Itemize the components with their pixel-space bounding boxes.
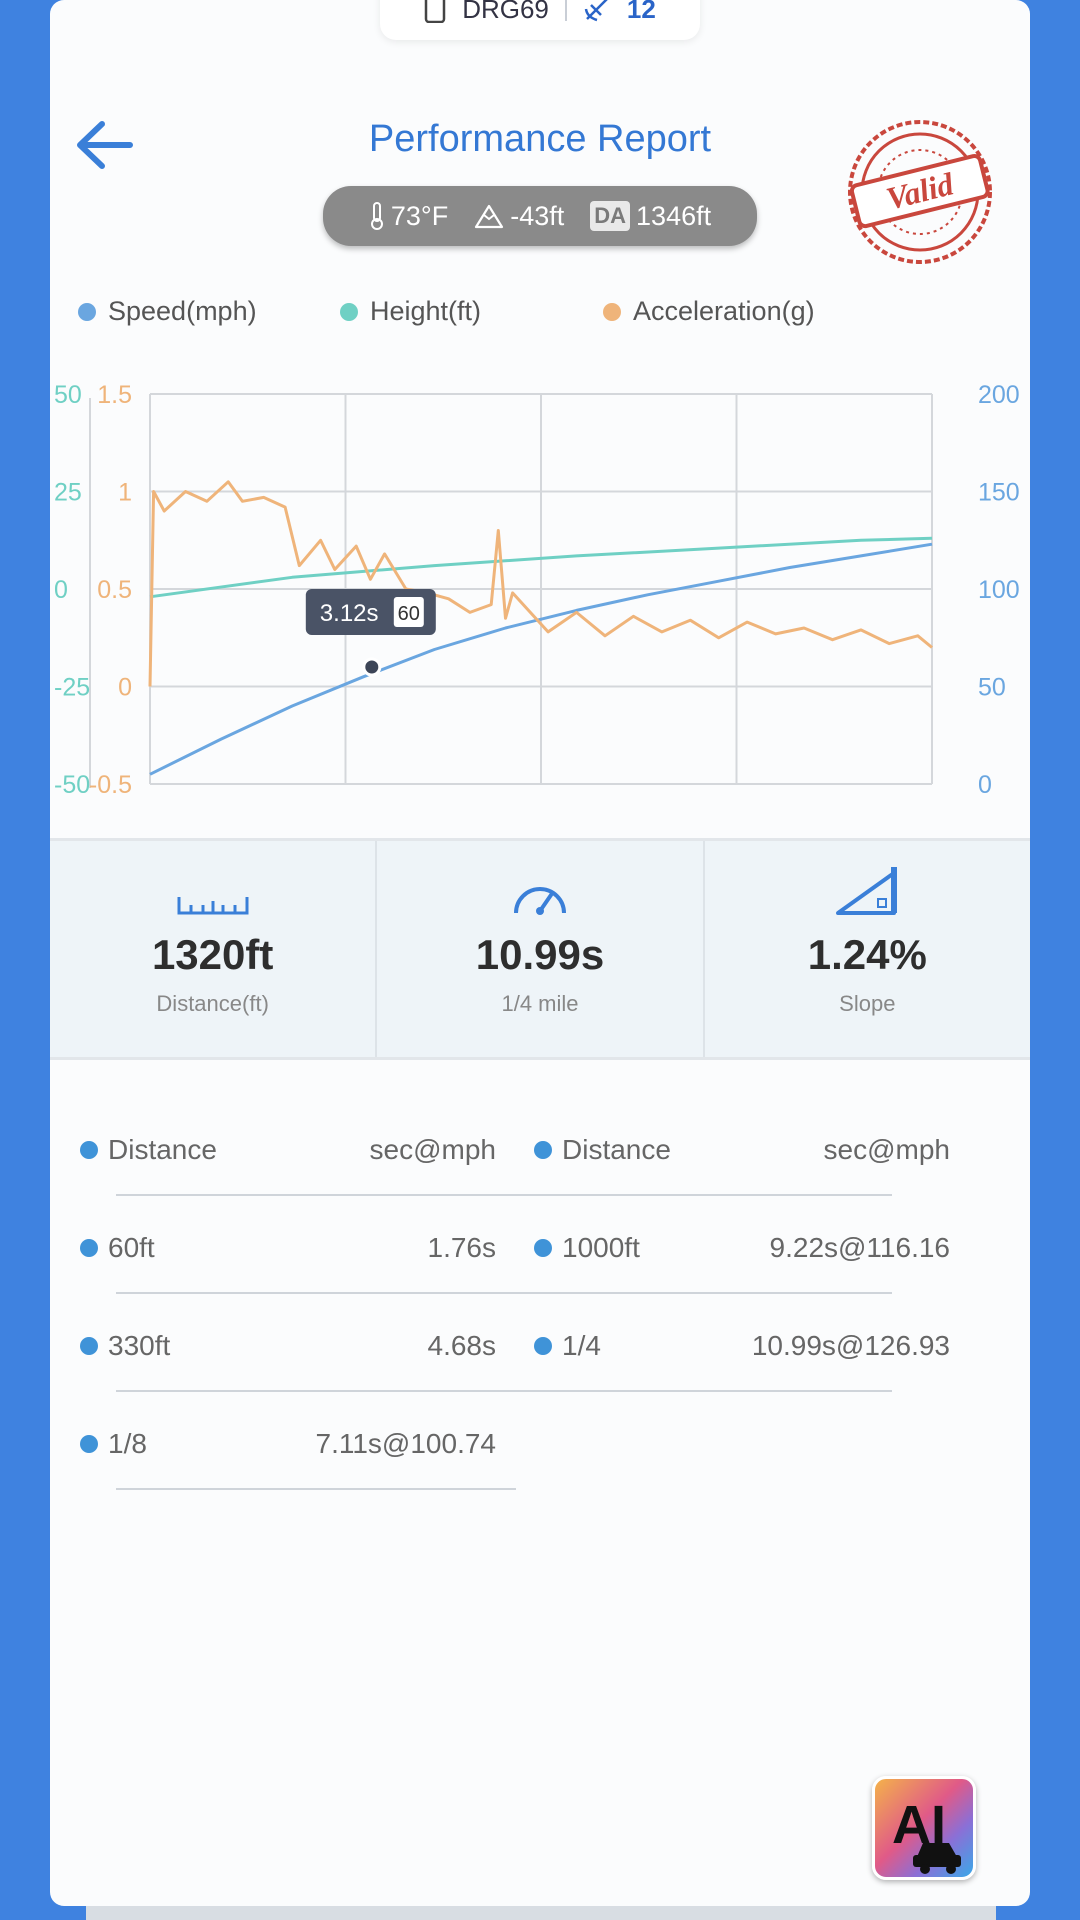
page-title: Performance Report (368, 118, 712, 160)
stat-label: Slope (839, 991, 896, 1016)
height-tick-label: 25 (54, 479, 82, 507)
legend-label: Height(ft) (370, 296, 482, 326)
height-tick-label: -50 (54, 771, 90, 799)
split-distance: 1000ft (562, 1232, 640, 1263)
stamp-text: Valid (883, 165, 958, 217)
speed-tick-label: 100 (978, 576, 1020, 604)
bullet (534, 1239, 552, 1257)
bullet (534, 1141, 552, 1159)
split-distance: 330ft (108, 1330, 171, 1361)
column-header: Distance (562, 1134, 671, 1165)
row-divider (116, 1292, 892, 1294)
back-arrow-icon[interactable] (72, 118, 136, 172)
height-tick-label: 50 (54, 381, 82, 409)
mountain-icon (475, 204, 504, 229)
column-header: Distance (108, 1134, 217, 1165)
stat-distance: 1320ft Distance(ft) (50, 841, 375, 1057)
row-divider (116, 1488, 516, 1490)
accel-tick-label: 0.5 (97, 576, 132, 604)
stat-slope: 1.24% Slope (702, 841, 1030, 1057)
stat-quarter-mile: 10.99s 1/4 mile (375, 841, 702, 1057)
altitude: -43ft (474, 201, 564, 232)
valid-stamp: Valid (842, 118, 998, 268)
satellite-count: 12 (626, 0, 656, 24)
performance-chart[interactable]: 50 25 0 -25 -50 1.5 1 0.5 0 -0.5 200 150 100 50 0 3.12s… (50, 360, 1030, 800)
ruler-icon (177, 871, 249, 917)
bullet (534, 1337, 552, 1355)
device-name: DRG69 (462, 0, 549, 24)
tooltip-point (362, 657, 382, 677)
legend-label: Speed(mph) (108, 296, 257, 326)
accel-tick-label: 1 (118, 479, 132, 507)
phone-icon (424, 0, 446, 23)
density-altitude: DA 1346ft (590, 201, 711, 232)
stat-label: Distance(ft) (156, 991, 269, 1016)
split-time: 4.68s (427, 1330, 497, 1361)
speed-tick-label: 200 (978, 381, 1020, 409)
legend-label: Acceleration(g) (633, 296, 815, 326)
legend-dot (78, 302, 96, 321)
stat-label: 1/4 mile (501, 991, 579, 1016)
split-time: 9.22s@116.16 (769, 1232, 950, 1263)
environment-pill: 73°F -43ft DA 1346ft (323, 186, 757, 246)
speed-tick-label: 150 (978, 479, 1020, 507)
car-icon (913, 1843, 961, 1874)
series-line-speed (149, 542, 933, 776)
split-distance: 1/8 (108, 1428, 147, 1459)
split-distance: 1/4 (562, 1330, 601, 1361)
legend-dot (603, 302, 621, 321)
split-time: 1.76s (427, 1232, 497, 1263)
bullet (80, 1337, 98, 1355)
table-row: 1/8 7.11s@100.74 (50, 1404, 1030, 1502)
table-row: 60ft 1.76s 1000ft 9.22s@116.16 (50, 1208, 1030, 1306)
bullet (80, 1435, 98, 1453)
chart-legend: Speed(mph) Height(ft) Acceleration(g) (50, 296, 1030, 336)
ai-assistant-button[interactable]: AI (872, 1776, 976, 1880)
thermometer-icon (370, 202, 383, 230)
row-divider (116, 1194, 892, 1196)
chart-svg: 50 25 0 -25 -50 1.5 1 0.5 0 -0.5 200 150 100 50 0 3.12s… (54, 381, 1020, 799)
splits-header-row: Distance sec@mph Distance sec@mph (50, 1110, 1030, 1208)
bullet (80, 1239, 98, 1257)
legend-item-speed[interactable]: Speed(mph) (78, 296, 257, 327)
bullet (80, 1141, 98, 1159)
da-badge: DA (590, 201, 631, 231)
tooltip-value: 60 (398, 603, 420, 625)
tooltip-value-badge (393, 597, 424, 627)
height-tick-label: 0 (54, 576, 68, 604)
device-pill[interactable]: DRG69 12 (380, 0, 700, 40)
speed-tick-label: 0 (978, 771, 992, 799)
column-header: sec@mph (823, 1134, 950, 1165)
split-time: 7.11s@100.74 (315, 1428, 496, 1459)
satellite-icon (583, 0, 611, 23)
stat-value: 1320ft (151, 931, 274, 978)
accel-tick-label: 0 (118, 674, 132, 702)
series-line-height (149, 536, 933, 599)
stat-value: 10.99s (475, 931, 605, 978)
tooltip-time: 3.12s (320, 600, 379, 627)
column-header: sec@mph (369, 1134, 496, 1165)
legend-dot (340, 302, 358, 321)
stats-panel: 1320ft Distance(ft) 10.99s 1/4 mile 1.24… (50, 838, 1030, 1060)
stat-value: 1.24% (807, 931, 927, 978)
series-line-acceleration (148, 480, 933, 687)
table-row: 330ft 4.68s 1/4 10.99s@126.93 (50, 1306, 1030, 1404)
split-time: 10.99s@126.93 (751, 1330, 950, 1361)
home-indicator (86, 1906, 996, 1920)
legend-item-height[interactable]: Height(ft) (340, 296, 481, 327)
speed-tick-label: 50 (978, 674, 1006, 702)
row-divider (116, 1390, 892, 1392)
speedometer-icon (511, 871, 569, 917)
slope-icon (834, 867, 900, 917)
legend-item-acceleration[interactable]: Acceleration(g) (603, 296, 815, 327)
accel-tick-label: 1.5 (97, 381, 132, 409)
report-card: DRG69 12 Performance Report Valid 73°F (50, 0, 1030, 1906)
height-tick-label: -25 (54, 674, 90, 702)
temperature: 73°F (369, 201, 448, 232)
split-distance: 60ft (108, 1232, 155, 1263)
divider (564, 0, 567, 21)
accel-tick-label: -0.5 (89, 771, 132, 799)
